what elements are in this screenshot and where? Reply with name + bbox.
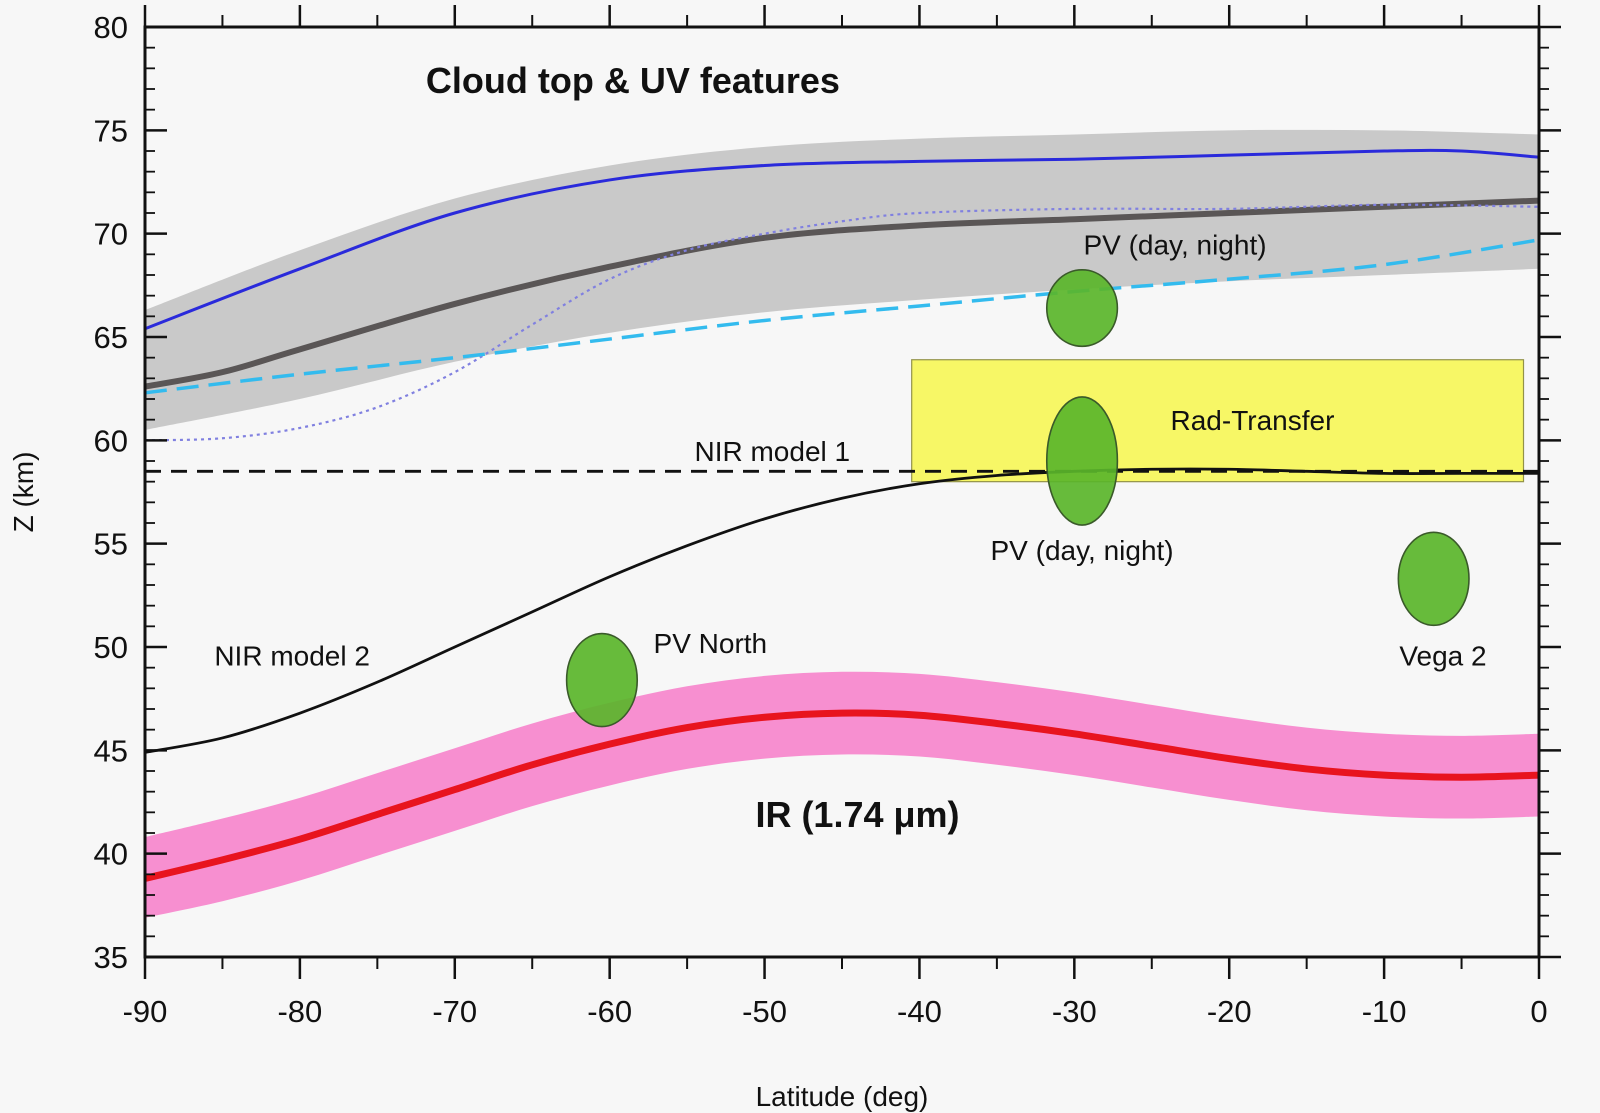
annotation-layer: Cloud top & UV features NIR model 1 PV (da… xyxy=(214,60,1486,835)
annotation-rad-transfer: Rad-Transfer xyxy=(1171,405,1335,436)
annotation-pv-day-night: PV (day, night) xyxy=(1083,229,1266,260)
x-axis-title: Latitude (deg) xyxy=(756,1081,929,1112)
y-tick-label: 70 xyxy=(94,217,128,252)
marker-vega-2-3 xyxy=(1397,531,1470,627)
x-tick-label: -80 xyxy=(277,994,322,1029)
y-tick-label: 80 xyxy=(94,10,128,45)
x-tick-label: -40 xyxy=(897,994,942,1029)
series-line-cloud-top-blue xyxy=(144,148,1540,331)
y-tick-label: 50 xyxy=(94,630,128,665)
band-layer xyxy=(145,129,1539,918)
y-tick-label: 35 xyxy=(94,940,128,975)
series-layer xyxy=(144,148,1540,882)
y-tick-label: 45 xyxy=(94,733,128,768)
marker-pv-day-night-1 xyxy=(1045,396,1119,526)
annotation-ir-1-74-m: IR (1.74 μm) xyxy=(755,794,959,835)
y-axis-title: Z (km) xyxy=(8,452,39,533)
region-rad-transfer xyxy=(911,359,1525,483)
y-tick-label: 75 xyxy=(94,113,128,148)
y-tick-label: 55 xyxy=(94,527,128,562)
x-tick-label: -30 xyxy=(1052,994,1097,1029)
y-tick-label: 65 xyxy=(94,320,128,355)
annotation-cloud-top-uv-features: Cloud top & UV features xyxy=(426,60,840,101)
marker-pv-north-2 xyxy=(565,632,639,728)
y-tick-label: 60 xyxy=(94,423,128,458)
annotation-nir-model-2: NIR model 2 xyxy=(214,641,370,672)
region-layer xyxy=(911,359,1525,483)
band-ir-1-74-m-band xyxy=(145,671,1539,918)
x-tick-label: 0 xyxy=(1530,994,1547,1029)
y-tick-label: 40 xyxy=(94,837,128,872)
tick-layer: -90 -80 -70 -60 -50 -40 -30 -20 -10 0 35 40 45 50 55 60… xyxy=(94,5,1561,1029)
series-line-cloud-top-dark-grey xyxy=(144,197,1540,390)
annotation-vega-2: Vega 2 xyxy=(1399,641,1486,672)
x-tick-label: -60 xyxy=(587,994,632,1029)
annotation-pv-north: PV North xyxy=(654,628,768,659)
series-line-cloud-top-cyan-dashed xyxy=(144,238,1540,395)
marker-layer xyxy=(565,269,1470,728)
series-line-nir-model-2 xyxy=(144,467,1539,754)
series-line-ir-1-74-m xyxy=(144,709,1540,882)
x-tick-label: -90 xyxy=(123,994,168,1029)
annotation-pv-day-night: PV (day, night) xyxy=(991,535,1174,566)
x-tick-label: -10 xyxy=(1362,994,1407,1029)
x-tick-label: -50 xyxy=(742,994,787,1029)
x-tick-label: -20 xyxy=(1207,994,1252,1029)
annotation-nir-model-1: NIR model 1 xyxy=(694,436,850,467)
marker-pv-day-night-0 xyxy=(1045,269,1119,348)
band-cloud-top-uv-features-band xyxy=(145,129,1539,431)
x-tick-label: -70 xyxy=(432,994,477,1029)
